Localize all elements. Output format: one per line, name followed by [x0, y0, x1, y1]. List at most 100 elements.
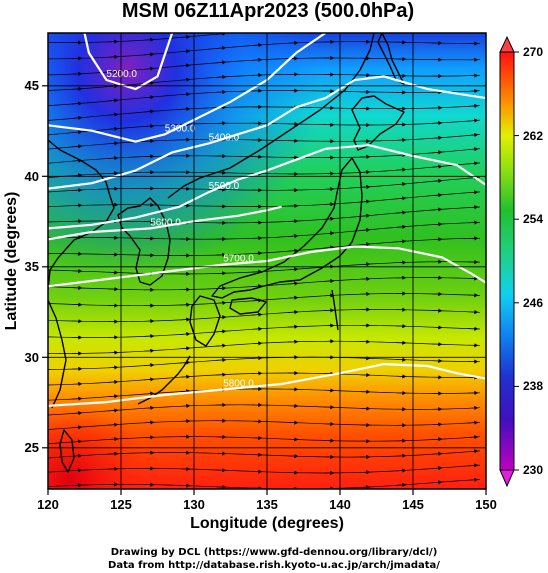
coastline-honshu [211, 157, 363, 299]
y-tick-label: 25 [25, 440, 39, 455]
wind-arrow [395, 152, 407, 158]
wind-arrow [71, 130, 83, 135]
wind-arrow [467, 463, 479, 468]
wind-arrow [359, 262, 371, 267]
wind-arrow [143, 348, 155, 353]
wind-arrow [71, 173, 83, 178]
wind-arrow [287, 324, 299, 329]
map-title: MSM 06Z11Apr2023 (500.0hPa) [122, 0, 414, 22]
y-tick-label: 35 [25, 259, 39, 274]
wind-arrow [251, 341, 263, 346]
streamline [48, 450, 481, 459]
wind-arrow [143, 37, 155, 42]
wind-arrow [179, 403, 191, 409]
contour-label: 5600.0 [150, 217, 181, 228]
wind-arrow [359, 485, 371, 489]
wind-arrow [143, 405, 155, 411]
plot-area: 5200.0 5300.0 5400.0 5500.0 5600.0 5700.0 5800… [48, 33, 486, 489]
wind-arrow [143, 124, 155, 129]
grid-lines [48, 33, 486, 489]
wind-arrow [287, 281, 299, 286]
wind-arrow [251, 251, 263, 256]
y-tick-label: 30 [25, 350, 39, 365]
wind-arrow [71, 439, 83, 444]
wind-arrow [71, 101, 83, 106]
streamline [48, 237, 481, 256]
streamline [48, 134, 481, 150]
wind-arrow [215, 329, 227, 334]
wind-arrow [215, 45, 227, 51]
wind-arrow [431, 437, 443, 442]
streamline [48, 293, 481, 307]
wind-arrow [287, 310, 299, 315]
colorbar-min-triangle [499, 469, 515, 488]
wind-arrow [431, 192, 443, 198]
x-tick-label: 145 [402, 497, 424, 512]
colorbar-ramp [499, 51, 515, 471]
wind-arrow [251, 326, 263, 332]
wind-arrow [431, 207, 443, 212]
streamline [48, 372, 481, 386]
wind-arrow [179, 63, 191, 68]
wind-arrow [143, 138, 155, 144]
wind-arrow [467, 161, 479, 166]
wind-arrow [107, 69, 119, 74]
streamline [48, 356, 481, 370]
wind-arrow [179, 92, 191, 97]
streamline [48, 388, 481, 401]
wind-arrow [107, 408, 119, 413]
wind-arrow [431, 164, 443, 169]
wind-arrow [395, 468, 407, 473]
x-tick-label: 140 [329, 497, 351, 512]
wind-arrow [179, 360, 191, 365]
streamline [48, 222, 481, 240]
wind-arrow [107, 437, 119, 442]
contour-label: 5300.0 [165, 123, 196, 134]
wind-arrow [395, 182, 407, 187]
wind-arrow [215, 372, 227, 377]
wind-arrow [287, 234, 299, 239]
wind-arrow [71, 411, 83, 416]
wind-arrow [251, 312, 263, 317]
axis-ticks [42, 85, 487, 495]
coastline-taiwan [59, 429, 75, 473]
wind-arrow [143, 377, 155, 382]
colorbar-tick-label: 270 [523, 45, 543, 59]
streamline [48, 420, 481, 430]
wind-arrow [431, 237, 443, 242]
wind-arrow [467, 118, 479, 123]
wind-arrow [143, 52, 155, 57]
wind-arrow [107, 98, 119, 103]
colorbar-tick-label: 262 [523, 129, 543, 143]
streamline [48, 119, 481, 136]
wind-arrow [467, 103, 479, 109]
wind-streamlines [48, 33, 481, 489]
wind-arrow [431, 480, 443, 485]
colorbar-tick-label: 246 [523, 296, 543, 310]
wind-arrow [107, 126, 119, 131]
wind-arrow [71, 381, 83, 387]
wind-arrow [215, 74, 227, 80]
streamline [48, 57, 481, 76]
coastline-china [48, 139, 115, 291]
wind-arrow [107, 141, 119, 146]
wind-arrow [251, 42, 263, 48]
wind-arrow [323, 231, 335, 236]
wind-arrow [143, 109, 155, 114]
wind-arrow [467, 205, 479, 210]
coastline-ryukyu [137, 355, 191, 405]
coastline-russia [167, 33, 375, 199]
wind-arrow [71, 144, 83, 149]
wind-arrow [287, 248, 299, 253]
wind-arrow [323, 202, 335, 207]
wind-arrow [215, 315, 227, 320]
wind-arrow [71, 188, 83, 193]
wind-arrow [107, 365, 119, 370]
wind-arrow [215, 60, 227, 65]
wind-arrow [467, 449, 479, 454]
wind-arrow [107, 112, 119, 117]
y-tick-label: 40 [25, 169, 39, 184]
x-axis-label: Longitude (degrees) [190, 515, 344, 532]
wind-arrow [431, 466, 443, 471]
